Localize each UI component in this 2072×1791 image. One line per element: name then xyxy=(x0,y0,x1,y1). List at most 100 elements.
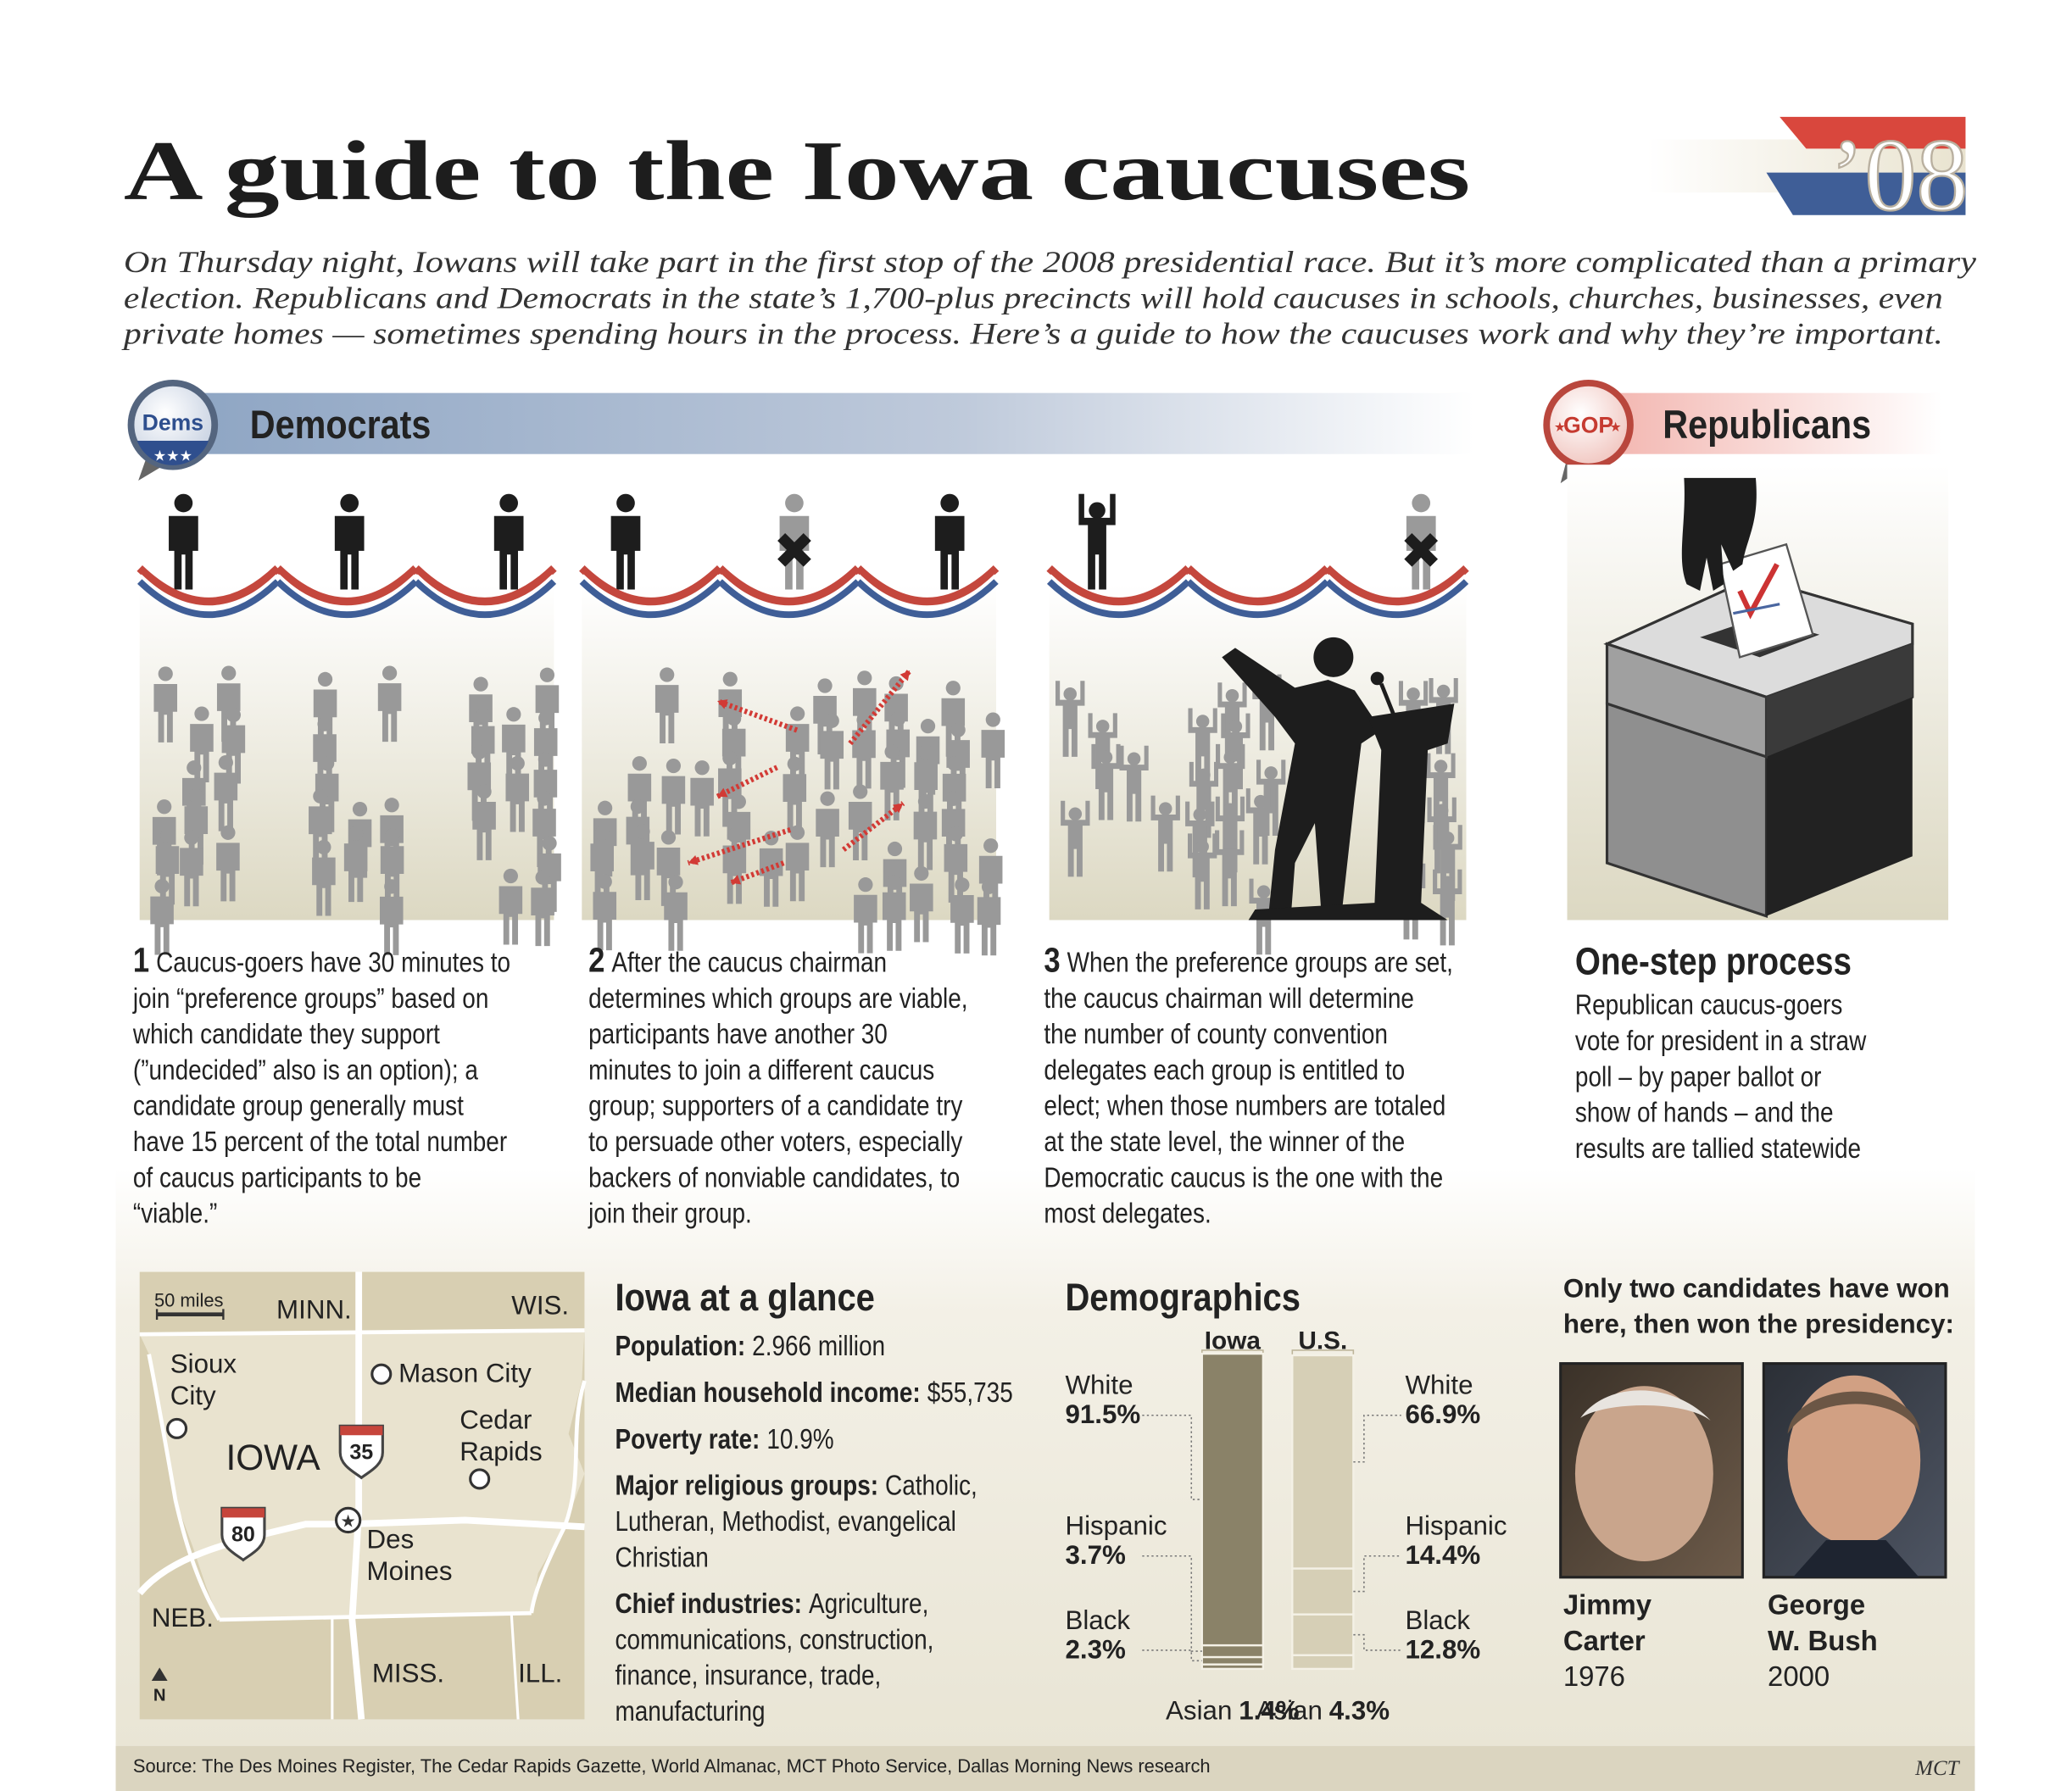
bunting xyxy=(579,565,723,606)
decoration xyxy=(469,1468,491,1490)
winners: Jimmy Carter 1976 George W. Bush 2000 xyxy=(1563,1589,1878,1693)
persuasion-arrow xyxy=(841,801,905,852)
persuasion-arrow xyxy=(716,765,778,799)
leader xyxy=(493,493,524,590)
stars: ★★★ xyxy=(153,448,192,464)
step-line: Democratic caucus is the one with the xyxy=(1044,1162,1443,1193)
glance-line: Christian xyxy=(615,1542,708,1573)
decoration xyxy=(1780,116,1966,149)
value-label: 2.3% xyxy=(1065,1634,1126,1664)
category-label: Hispanic xyxy=(1405,1511,1507,1541)
glance-value: Catholic, xyxy=(885,1471,978,1502)
bunting xyxy=(1046,565,1191,606)
leader-line xyxy=(1353,1414,1401,1463)
source: Source: The Des Moines Register, The Ced… xyxy=(133,1755,1211,1777)
step-line: the number of county convention xyxy=(1044,1019,1388,1050)
value-label: 91.5% xyxy=(1065,1399,1140,1429)
glance-label: Population: xyxy=(615,1331,745,1362)
step-illustrations: ✖ ✖ xyxy=(136,493,1469,956)
intro-line: private homes — sometimes spending hours… xyxy=(120,317,1942,351)
state-name: IOWA xyxy=(226,1438,321,1477)
step-line: backers of nonviable candidates, to xyxy=(588,1162,960,1193)
decoration xyxy=(1766,172,1966,215)
decoration xyxy=(220,1506,266,1562)
north: N xyxy=(153,1686,166,1705)
value-label: 4.3% xyxy=(1329,1695,1390,1725)
step-line: minutes to join a different caucus xyxy=(588,1054,934,1086)
decoration xyxy=(221,1508,265,1518)
category-label: Asian xyxy=(1166,1695,1232,1725)
bar-segment xyxy=(1291,1654,1355,1671)
winner-year: 2000 xyxy=(1768,1660,1830,1692)
bunting xyxy=(137,574,280,612)
state-label: ILL. xyxy=(518,1659,562,1688)
state-label: WIS. xyxy=(511,1291,569,1321)
gop-line: vote for president in a straw xyxy=(1575,1026,1867,1057)
x-mark: ✖ xyxy=(1400,522,1442,579)
arrow-head xyxy=(688,855,699,865)
decoration xyxy=(338,1424,384,1480)
city: Moines xyxy=(367,1556,453,1586)
bunting xyxy=(718,574,861,612)
bar-segment xyxy=(1291,1354,1355,1570)
bunting xyxy=(1185,579,1330,618)
bunting xyxy=(1325,574,1468,612)
value-label: 12.8% xyxy=(1405,1634,1480,1664)
intro: On Thursday night, Iowans will take part… xyxy=(120,245,1976,351)
decoration xyxy=(338,1424,384,1480)
glance-title: Iowa at a glance xyxy=(615,1277,874,1320)
map-labels: 50 miles MINN. WIS. NEB. MISS. ILL. IOWA… xyxy=(152,1289,569,1705)
gop-line: show of hands – and the xyxy=(1575,1097,1834,1128)
bunting xyxy=(413,579,557,618)
city: Mason City xyxy=(398,1359,532,1388)
map: ★ xyxy=(136,1271,587,1720)
democrats-label: Democrats xyxy=(250,403,432,447)
leader-line xyxy=(1142,1414,1202,1500)
x-mark: ✖ xyxy=(773,522,816,579)
persuasion-arrow xyxy=(716,698,799,733)
bunting xyxy=(855,565,1000,606)
decoration xyxy=(1733,603,1780,615)
bar-segment xyxy=(1200,1655,1265,1666)
state-label: MISS. xyxy=(372,1659,444,1688)
bunting xyxy=(1324,579,1469,618)
glance-value: 10.9% xyxy=(766,1424,833,1455)
decoration xyxy=(151,1667,168,1681)
leader-line xyxy=(1353,1555,1401,1593)
step-line: (”undecided” also is an option); a xyxy=(133,1054,478,1086)
gop-line: Republican caucus-goers xyxy=(1575,990,1842,1021)
decoration xyxy=(1737,563,1780,620)
glance-line: Chief industries: Agriculture, xyxy=(615,1588,928,1620)
step-line: join their group. xyxy=(588,1199,752,1230)
glance-line: manufacturing xyxy=(615,1696,765,1727)
glance-line: Major religious groups: Catholic, xyxy=(615,1471,977,1502)
glance-value: 2.966 million xyxy=(752,1331,885,1362)
decoration xyxy=(220,1506,266,1562)
podium xyxy=(1248,704,1455,921)
category-label: Hispanic xyxy=(1065,1511,1167,1541)
decoration xyxy=(155,1309,225,1320)
intro-line: On Thursday night, Iowans will take part… xyxy=(124,245,1976,279)
step-line: join “preference groups” based on xyxy=(132,983,488,1015)
glance-line: Poverty rate: 10.9% xyxy=(615,1424,833,1455)
bar-segment xyxy=(1200,1644,1265,1659)
category-label: Black xyxy=(1405,1605,1470,1635)
decoration xyxy=(1574,1386,1713,1562)
value-label: 1.4% xyxy=(1239,1695,1300,1725)
glance-line: Population: 2.966 million xyxy=(615,1331,885,1362)
arrow-head xyxy=(717,699,728,709)
decoration xyxy=(1792,1539,1919,1577)
value-label: 14.4% xyxy=(1405,1540,1480,1570)
glance-line: Median household income: $55,735 xyxy=(615,1377,1012,1409)
bunting xyxy=(414,574,556,612)
step-line: of caucus participants to be xyxy=(133,1162,421,1193)
bunting xyxy=(136,565,281,606)
winner-year: 1976 xyxy=(1563,1660,1625,1692)
step-line: have 15 percent of the total number xyxy=(133,1126,507,1158)
bunting xyxy=(1324,565,1469,606)
decoration xyxy=(334,1506,362,1534)
gop-line: poll – by paper ballot or xyxy=(1575,1061,1822,1093)
